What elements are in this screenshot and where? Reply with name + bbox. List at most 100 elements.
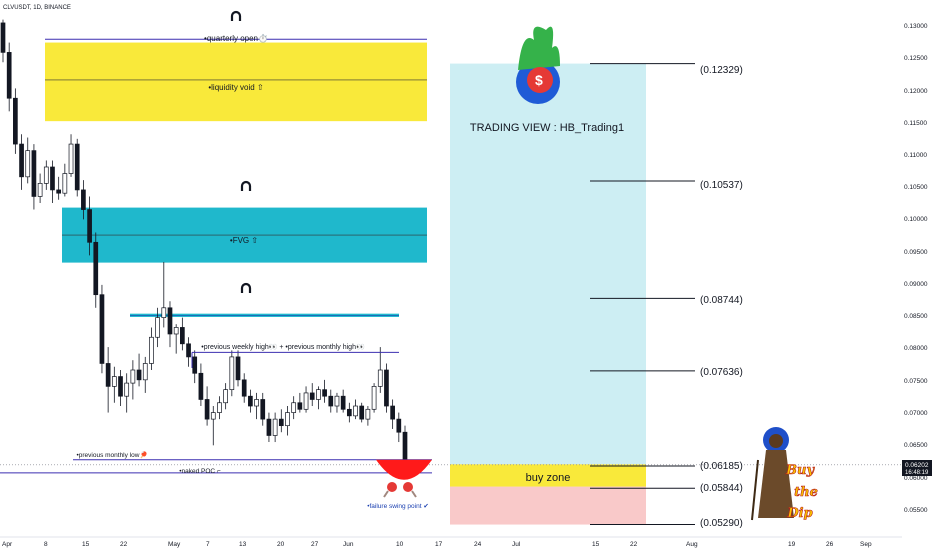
- buy-the-dip-art: Buy: [785, 463, 815, 478]
- target-label: (0.05290): [700, 518, 743, 529]
- candle-body: [353, 405, 358, 417]
- previous-monthly-low-label: •previous monthly low🏓: [76, 450, 147, 459]
- magnet-icon: [230, 10, 242, 21]
- candle-body: [303, 392, 309, 410]
- time-tick: Sep: [860, 541, 872, 548]
- candle-body: [93, 241, 99, 296]
- time-tick: 13: [239, 541, 247, 548]
- time-tick: 22: [120, 541, 128, 548]
- candle-body: [322, 389, 327, 397]
- buy-zone-label: buy zone: [526, 472, 571, 484]
- candle-body: [105, 363, 111, 387]
- candle-body: [334, 395, 340, 407]
- candle-body: [81, 189, 86, 210]
- fvg-label: •FVG ⇧: [230, 236, 258, 245]
- candle-body: [111, 376, 117, 387]
- candle-body: [377, 369, 383, 387]
- buy-zone: [450, 464, 646, 487]
- candle-body: [149, 336, 154, 364]
- candle-body: [50, 166, 55, 191]
- candle-body: [99, 294, 105, 364]
- time-tick: 24: [474, 541, 482, 548]
- symbol-header: CLVUSDT, 1D, BINANCE: [3, 5, 71, 11]
- price-tick: 0.06500: [904, 442, 928, 449]
- candle-body: [124, 382, 130, 397]
- candle-body: [186, 343, 191, 358]
- time-tick: 10: [396, 541, 404, 548]
- candle-body: [0, 22, 6, 53]
- time-axis[interactable]: Apr 8 15 22 May 7 13 20 27 Jun 10 17 24 …: [0, 536, 902, 548]
- candle-body: [13, 97, 18, 145]
- candle-body: [260, 399, 266, 420]
- magnet-icon: [240, 180, 252, 191]
- price-tick: 0.08500: [904, 313, 928, 320]
- candle-body: [6, 52, 12, 99]
- target-label: (0.12329): [700, 65, 743, 76]
- target-label: (0.07636): [700, 367, 743, 378]
- candle-body: [396, 418, 402, 433]
- candle-body: [272, 418, 278, 436]
- candle-body: [390, 405, 395, 420]
- candle-body: [248, 395, 253, 407]
- current-price-countdown: 16:48:19: [905, 470, 929, 476]
- target-label: (0.06185): [700, 461, 743, 472]
- time-tick: Apr: [2, 541, 13, 548]
- target-zone: [450, 63, 646, 465]
- time-tick: 22: [630, 541, 638, 548]
- buy-the-dip-art: Dip: [786, 506, 812, 521]
- price-tick: 0.09500: [904, 249, 928, 256]
- price-tick: 0.10500: [904, 184, 928, 191]
- price-axis[interactable]: 0.13000 0.12500 0.12000 0.11500 0.11000 …: [902, 23, 932, 514]
- dollar-sign-icon: $: [535, 72, 543, 88]
- candle-body: [204, 399, 210, 420]
- magnet-icon: [240, 282, 252, 293]
- candle-body: [68, 143, 74, 174]
- candle-body: [87, 209, 92, 243]
- time-tick: 19: [788, 541, 796, 548]
- candle-body: [136, 369, 142, 381]
- candle-body: [155, 317, 160, 338]
- time-tick: 15: [82, 541, 90, 548]
- stop-zone: [450, 486, 646, 525]
- candle-body: [291, 402, 297, 413]
- candle-body: [229, 356, 235, 391]
- candle-body: [192, 356, 198, 374]
- price-tick: 0.07000: [904, 410, 928, 417]
- paddle-icon: [403, 482, 413, 492]
- paddle-handle-icon: [383, 490, 389, 498]
- candle-body: [173, 327, 179, 335]
- time-tick: Jul: [512, 541, 521, 548]
- candle-body: [31, 150, 37, 197]
- candle-body: [278, 418, 284, 427]
- paddle-icon: [387, 482, 397, 492]
- candle-body: [217, 402, 222, 413]
- candle-body: [266, 418, 272, 436]
- candle-body: [359, 405, 365, 420]
- candle-body: [235, 356, 241, 381]
- candle-body: [371, 386, 377, 410]
- quarterly-open-label: •quarterly open⏱️: [204, 33, 268, 43]
- character-staff-icon: [751, 459, 759, 521]
- price-tick: 0.12500: [904, 55, 928, 62]
- candle-body: [74, 143, 80, 191]
- time-tick: May: [168, 541, 181, 548]
- dollar-bag-icon: [527, 67, 553, 93]
- candle-body: [285, 412, 290, 427]
- target-label: (0.10537): [700, 180, 743, 191]
- time-tick: 27: [311, 541, 319, 548]
- candle-body: [180, 327, 185, 345]
- trading-view-label: TRADING VIEW : HB_Trading1: [470, 122, 624, 134]
- candle-body: [198, 372, 204, 400]
- overlays-layer: $ Buy the Dip: [0, 10, 902, 526]
- time-tick: 7: [206, 541, 210, 548]
- time-tick: 15: [592, 541, 600, 548]
- candle-body: [384, 369, 389, 407]
- candle-body: [254, 399, 259, 407]
- candle-body: [210, 412, 216, 420]
- candle-body: [241, 379, 247, 397]
- price-tick: 0.07500: [904, 378, 928, 385]
- candle-body: [142, 363, 148, 381]
- previous-weekly-high-label: •previous weekly high👀 + •previous month…: [201, 343, 365, 351]
- buy-the-dip-art: the: [794, 485, 818, 500]
